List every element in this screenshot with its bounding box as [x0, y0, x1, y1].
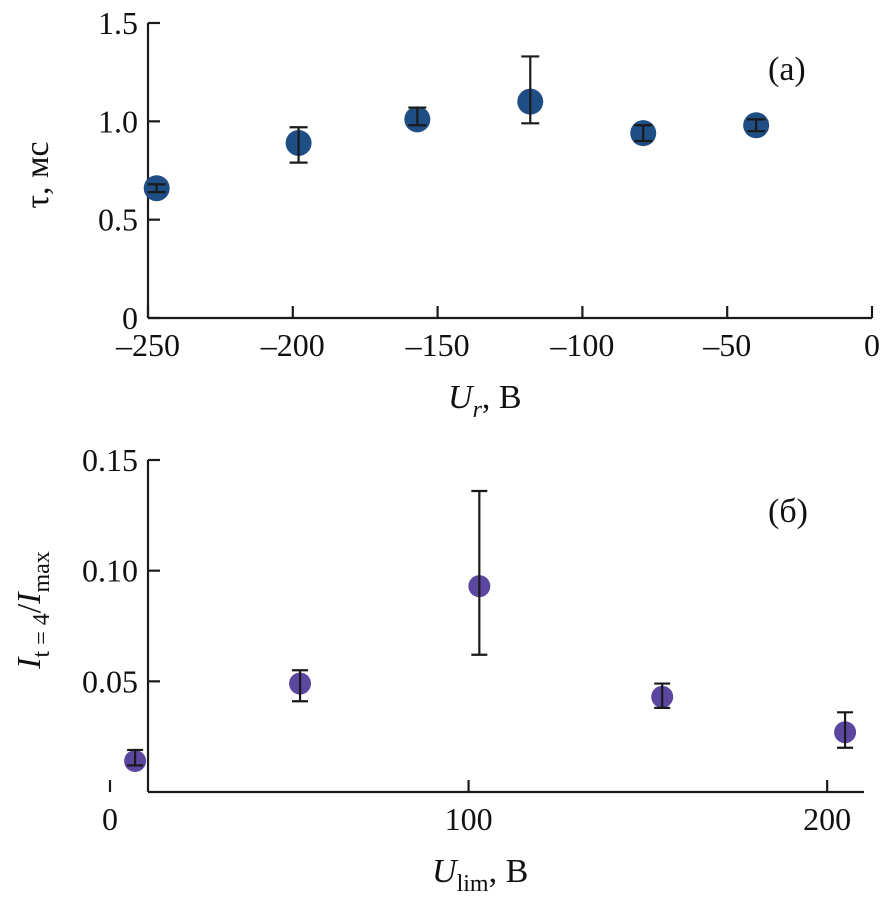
panel-b-y-ticks: 0.05 0.10 0.15 — [82, 442, 160, 699]
panel-b-y-tick-label: 0.05 — [82, 663, 138, 699]
panel-a-x-tick-label: 0 — [864, 327, 880, 363]
panel-a-y-tick-label: 1.5 — [98, 5, 138, 41]
panel-b-error-bar — [471, 489, 488, 656]
panel-a-error-bar — [289, 126, 308, 164]
panel-a-x-tick-label: –150 — [405, 327, 470, 363]
panel-a-points — [143, 55, 770, 202]
panel-a-label: (а) — [768, 51, 806, 88]
panel-a-y-tick-label: 1.0 — [98, 103, 138, 139]
panel-b-y-tick-label: 0.15 — [82, 442, 138, 478]
panel-a-error-bar — [634, 124, 653, 143]
panel-b-x-ticks: 0 100 200 — [102, 780, 851, 837]
panel-a-x-ticks: –250 –200 –150 –100 –50 0 — [115, 306, 880, 363]
panel-b-error-bar — [654, 682, 671, 709]
panel-a-error-bar — [147, 183, 166, 194]
panel-a-error-bar — [521, 55, 540, 125]
panel-a: –250 –200 –150 –100 –50 0 0 0.5 1.0 1.5 (а) Ur, … — [19, 5, 880, 423]
panel-a-y-ticks: 0 0.5 1.0 1.5 — [98, 5, 160, 336]
panel-a-x-axis-label: Ur, В — [448, 379, 522, 423]
panel-b-x-tick-label: 0 — [102, 801, 118, 837]
panel-a-error-bar — [747, 118, 766, 133]
panel-a-x-tick-label: –100 — [549, 327, 614, 363]
panel-a-x-tick-label: –200 — [260, 327, 325, 363]
panel-b-error-bar — [127, 748, 144, 767]
panel-b-label: (б) — [768, 493, 808, 530]
panel-a-x-tick-label: –250 — [115, 327, 180, 363]
panel-a-y-axis-label: τ, мс — [19, 141, 56, 208]
panel-b-error-bar — [292, 669, 309, 703]
panel-b-x-axis-label: Ulim, В — [432, 853, 528, 897]
panel-b-x-tick-label: 100 — [445, 801, 493, 837]
panel-a-error-bar — [408, 106, 427, 127]
panel-b: 0 100 200 0.05 0.10 0.15 (б) Ulim, В It = 4/… — [11, 442, 864, 897]
panel-b-points — [124, 489, 857, 773]
panel-b-error-bar — [837, 711, 854, 749]
panel-b-x-tick-label: 200 — [803, 801, 851, 837]
panel-a-x-tick-label: –50 — [702, 327, 751, 363]
panel-b-y-tick-label: 0.10 — [82, 553, 138, 589]
panel-a-y-tick-label: 0 — [122, 300, 138, 336]
panel-b-y-axis-label: It = 4/Imax — [11, 551, 55, 670]
panel-a-y-tick-label: 0.5 — [98, 202, 138, 238]
